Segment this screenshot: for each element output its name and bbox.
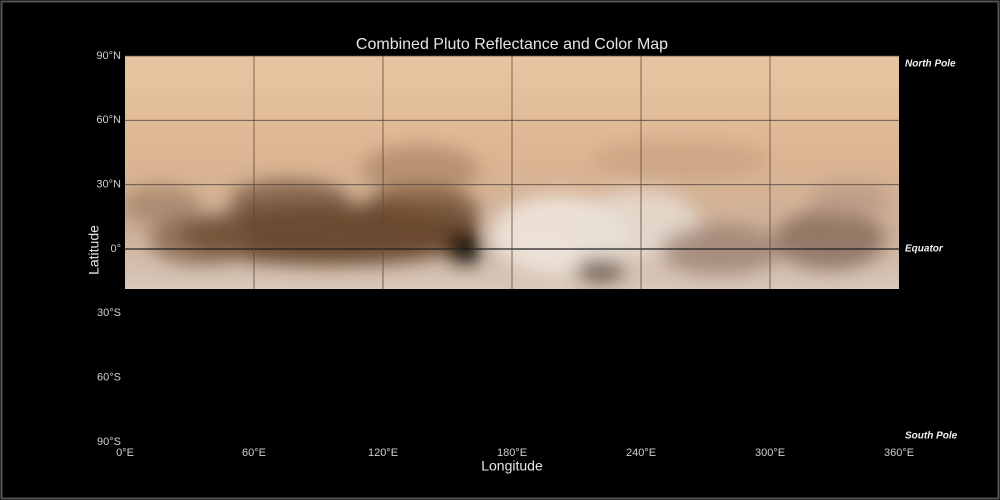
map-title: Combined Pluto Reflectance and Color Map (356, 36, 668, 53)
y-tick-label: 30°N (96, 179, 121, 191)
x-tick-label: 180°E (497, 447, 527, 459)
x-tick-label: 360°E (884, 447, 914, 459)
x-axis-label: Longitude (481, 458, 543, 474)
map-image (125, 56, 899, 289)
axes: 90°N 60°N 30°N 0° 30°S 60°S 90°S0°E 60°E 120°E 18… (96, 50, 957, 459)
y-tick-label: 90°N (96, 50, 121, 62)
x-tick-label: 0°E (116, 447, 134, 459)
y-tick-label: 0° (110, 243, 121, 255)
pole-label: North Pole (905, 59, 956, 70)
pole-label: Equator (905, 244, 944, 255)
y-tick-label: 30°S (97, 307, 121, 319)
x-tick-label: 60°E (242, 447, 266, 459)
x-tick-label: 120°E (368, 447, 398, 459)
y-tick-label: 90°S (97, 436, 121, 448)
y-tick-label: 60°S (97, 372, 121, 384)
pole-label: South Pole (905, 431, 958, 442)
x-tick-label: 240°E (626, 447, 656, 459)
x-tick-label: 300°E (755, 447, 785, 459)
y-axis-label: Latitude (86, 225, 102, 275)
y-tick-label: 60°N (96, 114, 121, 126)
